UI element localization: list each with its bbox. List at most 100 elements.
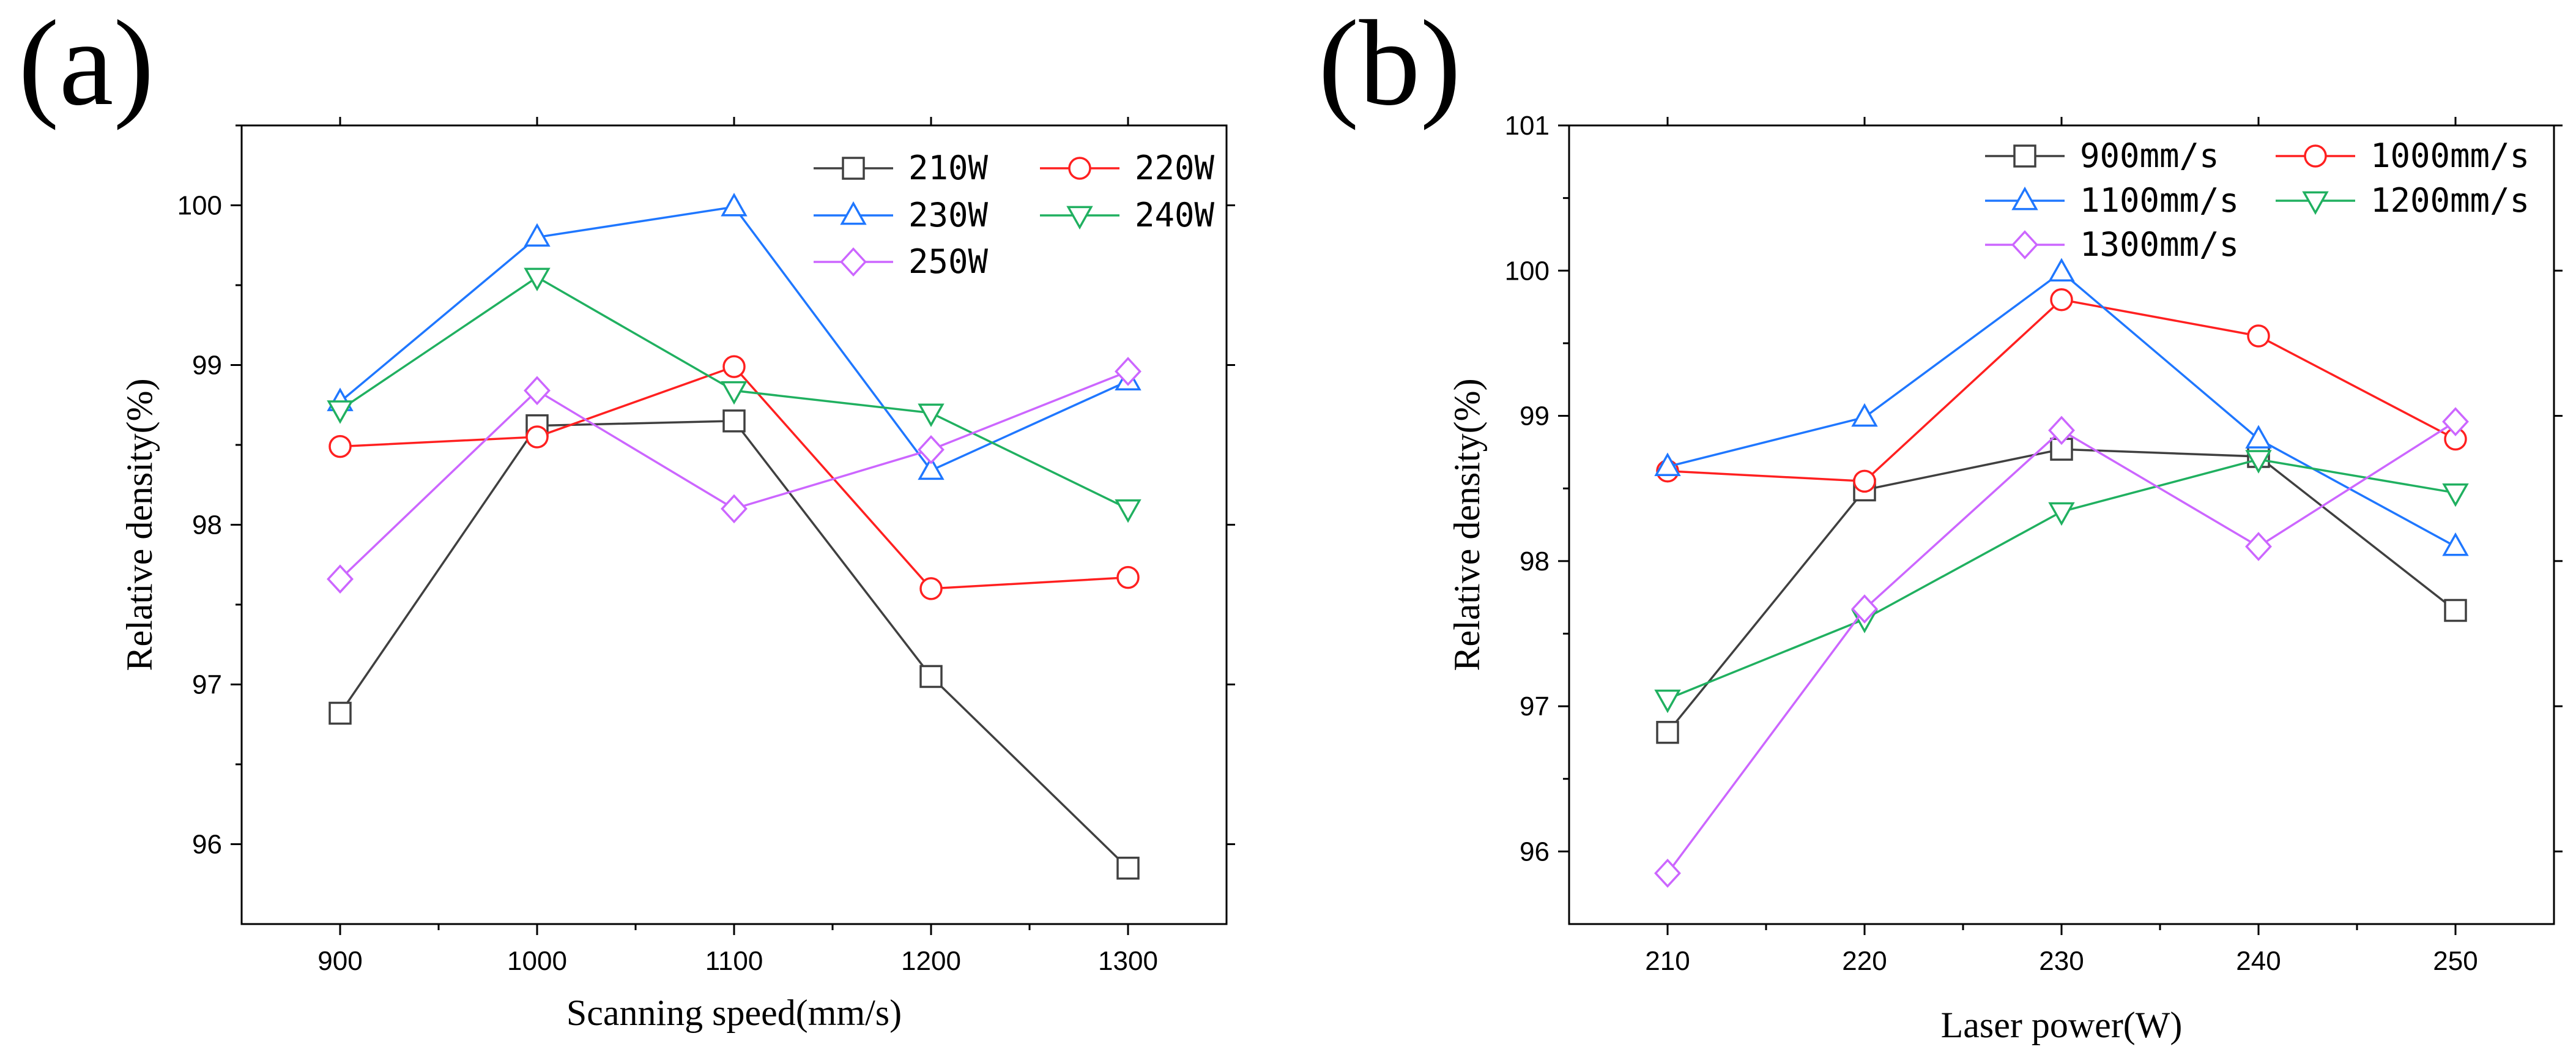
data-point: [1853, 469, 1876, 493]
legend-label: 1200mm/s: [2370, 181, 2530, 220]
data-point: [2048, 502, 2075, 526]
series-line: [1666, 420, 2456, 874]
x-tick-label: 240: [2236, 946, 2281, 976]
x-axis-title: Scanning speed(mm/s): [566, 993, 902, 1033]
legend-entry: 1200mm/s: [2276, 181, 2530, 220]
data-point: [2048, 258, 2075, 281]
data-point: [919, 665, 943, 688]
series-1300mm/s: [1654, 407, 2469, 888]
legend-label: 220W: [1135, 149, 1215, 187]
data-point: [524, 267, 551, 292]
data-point: [524, 376, 551, 406]
panel-label: (a): [18, 0, 154, 131]
data-point: [918, 456, 945, 480]
legend-marker: [2011, 186, 2038, 211]
legend-entry: 210W: [814, 149, 989, 187]
legend-marker: [1066, 206, 1093, 230]
data-point: [918, 403, 945, 427]
data-point: [1656, 721, 1679, 744]
y-axis-title: Relative density(%): [119, 378, 160, 671]
legend-entry: 900mm/s: [1985, 136, 2219, 175]
y-tick-label: 99: [1520, 401, 1550, 431]
legend-label: 1100mm/s: [2080, 181, 2239, 220]
legend-marker: [842, 157, 865, 180]
x-tick-label: 210: [1645, 946, 1690, 976]
legend-label: 210W: [908, 149, 989, 187]
data-point: [327, 564, 354, 594]
data-point: [721, 192, 748, 217]
data-point: [524, 223, 551, 247]
data-point: [1116, 856, 1140, 880]
legend-marker: [1068, 157, 1091, 180]
series-220W: [328, 355, 1140, 600]
series-line: [339, 420, 1129, 869]
data-point: [721, 381, 748, 405]
x-tick-label: 1100: [705, 946, 763, 976]
legend-label: 240W: [1135, 196, 1215, 234]
legend-marker: [2302, 191, 2329, 215]
data-point: [2245, 532, 2272, 561]
x-tick-label: 230: [2039, 946, 2084, 976]
x-tick-label: 1000: [507, 946, 567, 976]
series-240W: [327, 267, 1141, 523]
legend-entry: 250W: [814, 242, 989, 281]
series-900mm/s: [1656, 438, 2467, 744]
legend-marker: [2304, 144, 2327, 168]
data-point: [2444, 598, 2467, 622]
y-tick-label: 100: [177, 191, 222, 221]
data-point: [2442, 532, 2469, 556]
data-point: [328, 434, 352, 458]
plot-frame: [240, 124, 1228, 925]
data-point: [2050, 288, 2073, 311]
x-tick-label: 900: [317, 946, 362, 976]
data-point: [327, 400, 354, 424]
legend-entry: 230W: [814, 196, 989, 234]
x-tick-label: 1300: [1098, 946, 1158, 976]
data-point: [1115, 499, 1141, 523]
data-point: [1654, 452, 1681, 476]
legend-label: 250W: [908, 242, 989, 281]
series-line: [1666, 448, 2457, 733]
data-point: [1851, 594, 1878, 624]
y-tick-label: 96: [1520, 837, 1550, 867]
data-point: [2442, 407, 2469, 436]
data-point: [328, 701, 352, 725]
y-tick-label: 101: [1505, 111, 1550, 141]
legend-entry: 1300mm/s: [1985, 225, 2239, 264]
legend-label: 900mm/s: [2080, 136, 2219, 175]
data-point: [722, 409, 746, 433]
y-tick-label: 99: [192, 351, 222, 381]
data-point: [1654, 859, 1681, 888]
y-axis-title: Relative density(%): [1447, 378, 1487, 671]
legend-entry: 240W: [1040, 196, 1215, 234]
y-tick-label: 98: [1520, 546, 1550, 576]
data-point: [2247, 324, 2270, 348]
panel-label: (b): [1318, 0, 1461, 131]
chart-panel-b: (b) 210 220 230 240 250 96 97 98 99 100 101 Laser po…: [1318, 0, 2563, 1045]
legend-entry: 1100mm/s: [1985, 181, 2239, 220]
data-point: [919, 577, 943, 600]
series-210W: [328, 409, 1140, 880]
y-tick-label: 100: [1505, 256, 1550, 286]
x-tick-label: 250: [2433, 946, 2478, 976]
data-point: [1116, 565, 1140, 589]
x-tick-label: 220: [1842, 946, 1887, 976]
x-axis-title: Laser power(W): [1941, 1005, 2183, 1045]
legend-entry: 1000mm/s: [2276, 136, 2530, 175]
legend-marker: [840, 201, 867, 225]
data-point: [918, 434, 945, 464]
y-tick-label: 98: [192, 510, 222, 540]
data-point: [2048, 416, 2075, 445]
legend-label: 1000mm/s: [2370, 136, 2530, 175]
data-point: [1851, 403, 1878, 427]
data-point: [525, 425, 549, 449]
series-1200mm/s: [1654, 450, 2469, 714]
y-tick-label: 97: [1520, 692, 1550, 721]
legend-entry: 220W: [1040, 149, 1215, 187]
series-250W: [327, 357, 1141, 594]
legend-marker: [840, 247, 867, 277]
data-point: [721, 494, 748, 524]
legend-label: 230W: [908, 196, 989, 234]
legend-marker: [2011, 230, 2038, 259]
